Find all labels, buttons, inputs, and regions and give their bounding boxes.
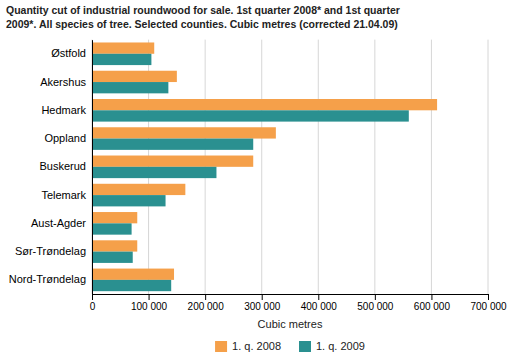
x-tick-label: 300 000 xyxy=(244,301,281,312)
bar xyxy=(92,110,409,121)
y-tick: Buskerud xyxy=(40,160,92,172)
grid-line xyxy=(374,40,375,294)
y-tick: Akershus xyxy=(40,76,92,88)
series xyxy=(92,42,437,279)
bar xyxy=(92,212,137,223)
y-tick: Hedmark xyxy=(41,104,92,116)
y-tick-label: Nord-Trøndelag xyxy=(9,273,86,285)
x-tick-label: 100 000 xyxy=(131,301,168,312)
y-tick-label: Sør-Trøndelag xyxy=(15,245,86,257)
bar xyxy=(92,195,166,206)
bar xyxy=(92,99,437,110)
x-tick-label: 700 000 xyxy=(470,301,507,312)
x-axis-line xyxy=(93,295,489,301)
y-tick: Telemark xyxy=(41,189,92,201)
y-tick-label: Oppland xyxy=(44,132,86,144)
series xyxy=(92,54,409,291)
bar xyxy=(92,82,168,93)
legend-item: 1. q. 2008 xyxy=(215,340,281,352)
legend-label: 1. q. 2008 xyxy=(232,340,281,352)
y-axis-line xyxy=(92,40,93,294)
chart: Quantity cut of industrial roundwood for… xyxy=(0,0,514,358)
bar xyxy=(92,127,276,138)
x-tick: 300 000 xyxy=(244,294,281,312)
x-tick-line xyxy=(149,294,150,300)
x-tick-line xyxy=(92,294,93,300)
x-tick: 600 000 xyxy=(414,294,451,312)
bars xyxy=(92,42,437,291)
y-tick: Sør-Trøndelag xyxy=(15,245,92,257)
x-tick: 500 000 xyxy=(357,294,394,312)
x-tick-line xyxy=(205,294,206,300)
x-tick-label: 400 000 xyxy=(301,301,338,312)
x-tick-line xyxy=(431,294,432,300)
bar xyxy=(92,42,154,53)
x-tick-line xyxy=(488,294,489,300)
x-axis-title: Cubic metres xyxy=(258,318,323,330)
x-tick: 200 000 xyxy=(188,294,225,312)
grid-line xyxy=(431,40,432,294)
grid-line xyxy=(261,40,262,294)
x-tick-label: 0 xyxy=(90,301,96,312)
legend-swatch xyxy=(299,341,311,352)
plot: 0 100 000 200 000 300 000 400 000 500 000 600 … xyxy=(9,40,507,312)
x-tick: 0 xyxy=(90,294,96,312)
y-tick: Nord-Trøndelag xyxy=(9,273,92,285)
y-tick-label: Hedmark xyxy=(41,104,86,116)
grid-line xyxy=(92,40,93,294)
y-tick-label: Østfold xyxy=(51,47,86,59)
title: Quantity cut of industrial roundwood for… xyxy=(6,4,400,30)
legend: 1. q. 2008 1. q. 2009 xyxy=(215,340,365,352)
grid-line xyxy=(318,40,319,294)
x-tick: 400 000 xyxy=(301,294,338,312)
bar xyxy=(92,240,137,251)
x-tick-label: 600 000 xyxy=(414,301,451,312)
y-axis: Østfold Akershus Hedmark Oppland Buskerud Tel… xyxy=(9,40,93,294)
bar xyxy=(92,269,174,280)
bar xyxy=(92,280,171,291)
bar xyxy=(92,223,132,234)
x-tick-line xyxy=(375,294,376,300)
y-tick: Oppland xyxy=(44,132,92,144)
bar xyxy=(92,54,151,65)
y-tick: Aust-Agder xyxy=(31,217,92,229)
legend-label: 1. q. 2009 xyxy=(316,340,365,352)
x-tick: 100 000 xyxy=(131,294,168,312)
x-tick: 700 000 xyxy=(470,294,507,312)
x-tick-label: 200 000 xyxy=(188,301,225,312)
bar xyxy=(92,252,133,263)
x-tick-label: 500 000 xyxy=(357,301,394,312)
grid-line xyxy=(488,40,489,294)
x-tick-line xyxy=(262,294,263,300)
bar xyxy=(92,167,216,178)
y-tick-label: Akershus xyxy=(40,76,86,88)
x-tick-line xyxy=(318,294,319,300)
title-line: Quantity cut of industrial roundwood for… xyxy=(6,4,400,16)
bar xyxy=(92,156,253,167)
legend-swatch xyxy=(215,341,227,352)
bar xyxy=(92,139,253,150)
legend-item: 1. q. 2009 xyxy=(299,340,365,352)
y-tick: Østfold xyxy=(51,47,92,59)
y-tick-label: Aust-Agder xyxy=(31,217,86,229)
y-tick-label: Buskerud xyxy=(40,160,86,172)
bar xyxy=(92,71,177,82)
bar xyxy=(92,184,185,195)
grid xyxy=(92,40,488,294)
y-tick-label: Telemark xyxy=(41,189,86,201)
x-axis: 0 100 000 200 000 300 000 400 000 500 000 600 … xyxy=(90,294,507,312)
title-line: 2009*. All species of tree. Selected cou… xyxy=(6,18,398,30)
